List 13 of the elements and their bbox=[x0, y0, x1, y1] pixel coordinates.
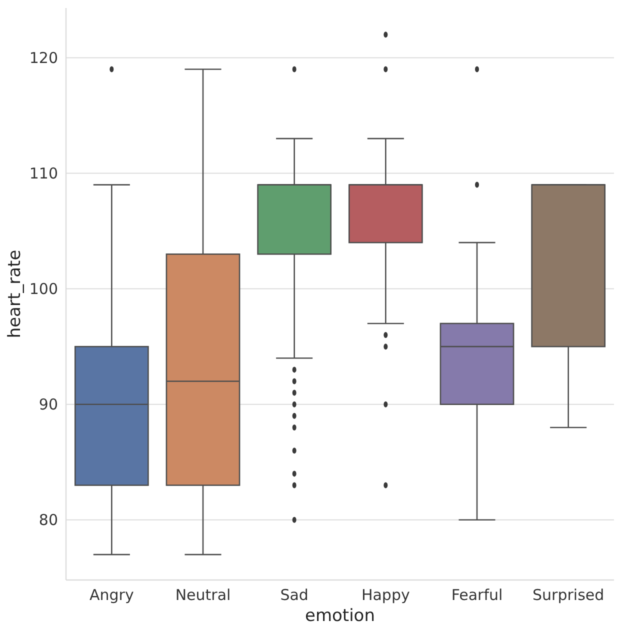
x-tick-label: Neutral bbox=[175, 586, 231, 604]
x-tick-label: Sad bbox=[280, 586, 308, 604]
y-tick-label: 120 bbox=[29, 48, 58, 67]
y-tick-label: 100 bbox=[29, 280, 58, 298]
y-tick-label: 90 bbox=[38, 396, 58, 414]
y-tick-label: 110 bbox=[29, 164, 58, 182]
x-tick-label: Angry bbox=[89, 586, 134, 604]
x-tick-label: Happy bbox=[361, 586, 410, 604]
x-tick-label: Fearful bbox=[451, 586, 503, 604]
y-axis-title: heart_rate bbox=[5, 250, 25, 338]
y-tick-label: 80 bbox=[38, 511, 58, 530]
x-axis-title: emotion bbox=[305, 606, 375, 626]
x-tick-label: Surprised bbox=[532, 586, 604, 604]
